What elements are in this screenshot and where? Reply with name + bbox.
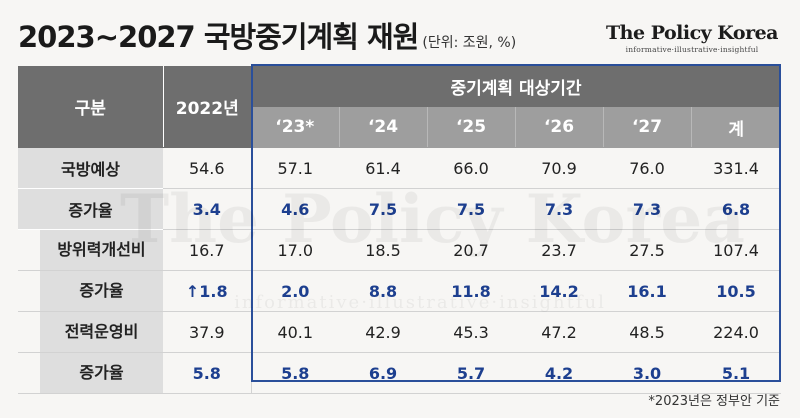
row-label-force-operation: 전력운영비 — [18, 311, 163, 353]
unit-label: (단위: 조원, %) — [422, 35, 517, 51]
cell-2022: ↑1.8 — [163, 270, 252, 312]
cell-total: 224.0 — [691, 311, 781, 353]
header-year-25: ‘25 — [426, 106, 515, 148]
cell-2022: 5.8 — [163, 352, 252, 394]
cell-total: 6.8 — [691, 188, 781, 230]
cell-value: 61.4 — [339, 147, 427, 189]
cell-total: 107.4 — [691, 229, 781, 271]
cell-value: 20.7 — [427, 229, 515, 271]
cell-value: 5.7 — [427, 352, 515, 394]
cell-value: 76.0 — [603, 147, 691, 189]
cell-value: 7.5 — [427, 188, 515, 230]
cell-value: 57.1 — [251, 147, 339, 189]
cell-value: 3.0 — [603, 352, 691, 394]
cell-value: 16.1 — [603, 270, 691, 312]
title-text: 2023~2027 국방중기계획 재원 — [18, 20, 419, 54]
cell-2022: 16.7 — [163, 229, 252, 271]
header-total: 계 — [690, 106, 781, 148]
cell-total: 10.5 — [691, 270, 781, 312]
cell-value: 42.9 — [339, 311, 427, 353]
brand-name: The Policy Korea — [606, 22, 778, 44]
cell-value: 7.5 — [339, 188, 427, 230]
cell-2022: 37.9 — [163, 311, 252, 353]
table-row: 방위력개선비 16.7 17.0 18.5 20.7 23.7 27.5 107… — [18, 229, 781, 271]
table-row: 증가율 ↑1.8 2.0 8.8 11.8 14.2 16.1 10.5 — [18, 270, 781, 312]
header-year-24: ‘24 — [338, 106, 427, 148]
row-label-text: 전력운영비 — [40, 312, 163, 352]
cell-value: 45.3 — [427, 311, 515, 353]
cell-value: 48.5 — [603, 311, 691, 353]
brand-logo: The Policy Korea informative·illustrativ… — [606, 22, 778, 54]
cell-value: 6.9 — [339, 352, 427, 394]
brand-tagline: informative·illustrative·insightful — [625, 45, 759, 54]
row-label-text: 방위력개선비 — [40, 230, 163, 270]
row-label-growth-rate: 증가율 — [18, 188, 163, 230]
cell-value: 47.2 — [515, 311, 603, 353]
cell-value: 18.5 — [339, 229, 427, 271]
header-plan-period: 중기계획 대상기간 — [251, 66, 781, 107]
page-title: 2023~2027 국방중기계획 재원 (단위: 조원, %) — [18, 14, 516, 56]
cell-value: 7.3 — [603, 188, 691, 230]
cell-value: 2.0 — [251, 270, 339, 312]
footnote: *2023년은 정부안 기준 — [648, 394, 780, 409]
cell-value: 8.8 — [339, 270, 427, 312]
row-label-text: 증가율 — [40, 353, 163, 393]
header-year-26: ‘26 — [514, 106, 603, 148]
table-row: 증가율 5.8 5.8 6.9 5.7 4.2 3.0 5.1 — [18, 352, 781, 394]
row-label-defense-budget: 국방예상 — [18, 147, 163, 189]
row-label-capability-improvement: 방위력개선비 — [18, 229, 163, 271]
cell-value: 7.3 — [515, 188, 603, 230]
cell-2022: 3.4 — [163, 188, 252, 230]
budget-table: 구분 2022년 중기계획 대상기간 ‘23* ‘24 ‘25 ‘26 ‘27 … — [18, 66, 781, 394]
cell-total: 5.1 — [691, 352, 781, 394]
cell-value: 4.2 — [515, 352, 603, 394]
cell-value: 66.0 — [427, 147, 515, 189]
table-row: 국방예상 54.6 57.1 61.4 66.0 70.9 76.0 331.4 — [18, 147, 781, 189]
cell-value: 23.7 — [515, 229, 603, 271]
cell-total: 331.4 — [691, 147, 781, 189]
cell-value: 70.9 — [515, 147, 603, 189]
header-year-27: ‘27 — [602, 106, 691, 148]
table-row: 증가율 3.4 4.6 7.5 7.5 7.3 7.3 6.8 — [18, 188, 781, 230]
cell-value: 11.8 — [427, 270, 515, 312]
cell-value: 17.0 — [251, 229, 339, 271]
row-label-text: 증가율 — [40, 271, 163, 311]
cell-2022: 54.6 — [163, 147, 252, 189]
cell-value: 14.2 — [515, 270, 603, 312]
cell-value: 5.8 — [251, 352, 339, 394]
cell-value: 4.6 — [251, 188, 339, 230]
cell-value: 40.1 — [251, 311, 339, 353]
row-label-growth-rate: 증가율 — [18, 270, 163, 312]
row-label-growth-rate: 증가율 — [18, 352, 163, 394]
header-year-23: ‘23* — [251, 106, 339, 148]
cell-value: 27.5 — [603, 229, 691, 271]
table-row: 전력운영비 37.9 40.1 42.9 45.3 47.2 48.5 224.… — [18, 311, 781, 353]
header-2022: 2022년 — [162, 66, 251, 148]
header-category: 구분 — [18, 66, 163, 148]
